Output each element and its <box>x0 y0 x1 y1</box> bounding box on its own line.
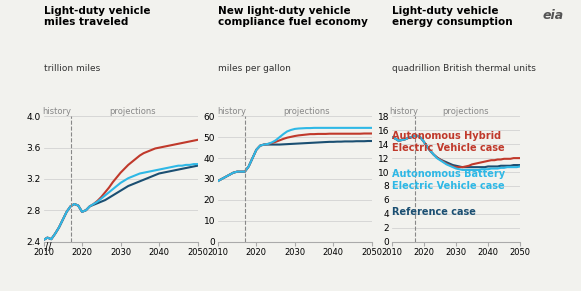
Text: Light-duty vehicle
energy consumption: Light-duty vehicle energy consumption <box>392 6 513 27</box>
Text: Autonomous Hybrid
Electric Vehicle case: Autonomous Hybrid Electric Vehicle case <box>392 131 505 153</box>
Text: projections: projections <box>109 107 155 116</box>
Text: Light-duty vehicle
miles traveled: Light-duty vehicle miles traveled <box>44 6 150 27</box>
Text: Autonomous Battery
Electric Vehicle case: Autonomous Battery Electric Vehicle case <box>392 169 505 191</box>
Text: history: history <box>389 107 418 116</box>
Text: projections: projections <box>283 107 329 116</box>
Text: history: history <box>42 107 71 116</box>
Text: miles per gallon: miles per gallon <box>218 64 290 73</box>
Text: eia: eia <box>543 9 564 22</box>
Text: //: // <box>45 242 51 251</box>
Text: New light-duty vehicle
compliance fuel economy: New light-duty vehicle compliance fuel e… <box>218 6 368 27</box>
Text: trillion miles: trillion miles <box>44 64 100 73</box>
Text: Reference case: Reference case <box>392 207 476 217</box>
Text: quadrillion British thermal units: quadrillion British thermal units <box>392 64 536 73</box>
Text: projections: projections <box>442 107 489 116</box>
Text: history: history <box>217 107 246 116</box>
